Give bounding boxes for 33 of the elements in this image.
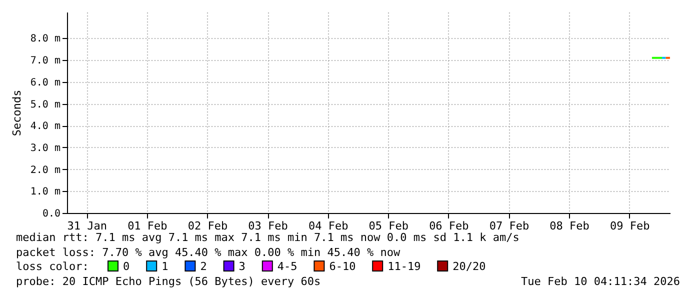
- x-tick-label: 05 Feb: [368, 220, 409, 232]
- text: Tue Feb 10 04:11:34 2026: [521, 275, 680, 288]
- legend-label: 3: [238, 260, 246, 273]
- y-tick-label: 3.0 m: [30, 142, 60, 154]
- text: probe: 20 ICMP Echo Pings (56 Bytes) every 60s: [16, 275, 321, 288]
- x-tick-label: 08 Feb: [550, 220, 590, 232]
- text: median rtt: 7.1 ms avg 7.1 ms max 7.1 ms min 7.1 ms now 0.0 ms sd 1.1 k am/s: [16, 231, 520, 244]
- x-tick-label: 01 Feb: [128, 220, 168, 232]
- text: packet loss: 7.70 % avg 45.40 % max 0.00 % min 45.40 % now: [16, 246, 400, 259]
- x-tick-label: 09 Feb: [610, 220, 650, 232]
- y-axis-title: Seconds: [10, 90, 24, 136]
- x-tick-label: 07 Feb: [489, 220, 530, 232]
- legend-label: 6-10: [329, 260, 356, 273]
- legend-label: 2: [200, 260, 207, 273]
- legend-label: 0: [123, 260, 130, 273]
- legend-label: 1: [162, 260, 168, 273]
- y-tick-label: 7.0 m: [30, 56, 60, 67]
- x-tick-label: 03 Feb: [248, 220, 288, 232]
- y-tick-label: 4.0 m: [30, 121, 60, 132]
- x-tick-label: 02 Feb: [188, 220, 228, 232]
- y-tick-label: 2.0 m: [30, 164, 60, 176]
- y-tick-label: 0.0: [42, 208, 60, 220]
- y-tick-label: 5.0 m: [30, 99, 60, 110]
- x-tick-label: 06 Feb: [429, 220, 469, 232]
- y-tick-label: 8.0 m: [30, 34, 60, 45]
- legend-label: 4-5: [277, 260, 298, 273]
- x-tick-label: 04 Feb: [308, 220, 348, 232]
- legend-label: 20/20: [452, 260, 486, 273]
- x-tick-label: 31 Jan: [67, 220, 108, 232]
- legend-title: loss color:: [16, 260, 89, 273]
- legend-label: 11-19: [388, 260, 421, 273]
- y-tick-label: 1.0 m: [30, 186, 60, 198]
- y-tick-label: 6.0 m: [30, 77, 60, 88]
